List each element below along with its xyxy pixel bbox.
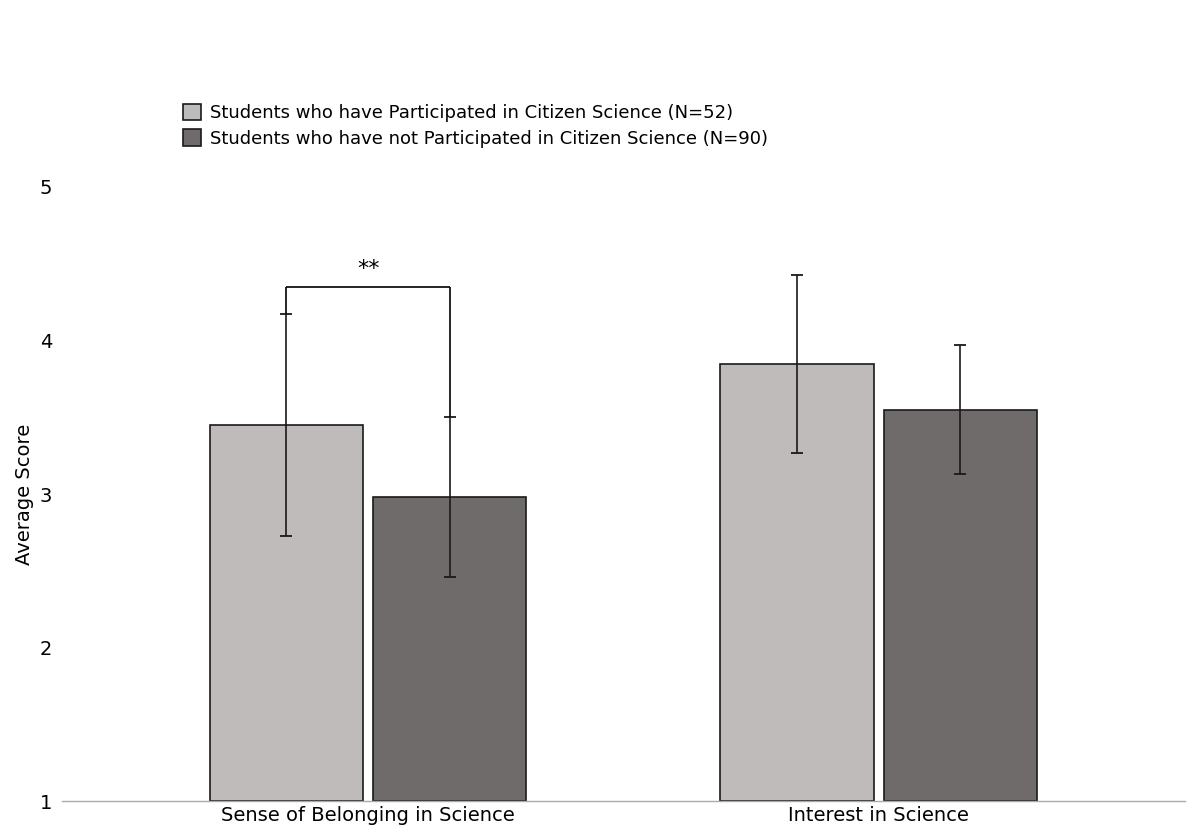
Bar xyxy=(720,364,874,801)
Bar xyxy=(373,497,527,801)
Legend: Students who have Participated in Citizen Science (N=52), Students who have not : Students who have Participated in Citize… xyxy=(184,104,768,148)
Y-axis label: Average Score: Average Score xyxy=(14,423,34,564)
Bar xyxy=(210,425,364,801)
Bar xyxy=(883,410,1037,801)
Text: **: ** xyxy=(356,259,379,279)
